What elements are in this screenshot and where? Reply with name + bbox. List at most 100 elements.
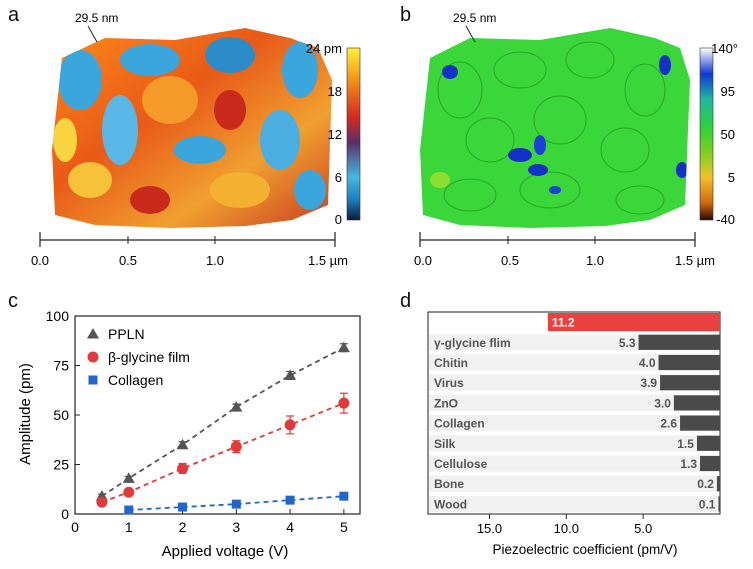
d-value-label: 3.0 — [654, 396, 671, 410]
colorbar-b-tick-3: 5 — [728, 170, 735, 185]
d-bar-item — [680, 415, 720, 431]
d-bar-item — [700, 455, 720, 472]
c-legend-marker-ppln — [87, 328, 99, 339]
d-category-label: Collagen — [434, 417, 485, 431]
d-row-bg — [429, 374, 719, 391]
c-point-glycine — [96, 496, 108, 508]
d-row-bg — [429, 394, 719, 411]
c-point-collagen — [285, 495, 295, 505]
c-point-glycine — [284, 419, 296, 431]
x-tick-b-0: 0.0 — [414, 253, 432, 268]
c-point-collagen — [231, 499, 241, 509]
d-category-label: Bone — [434, 477, 464, 491]
d-category-label: γ-glycine flim — [434, 336, 511, 350]
c-point-glycine — [177, 462, 189, 474]
c-point-ppln — [337, 341, 350, 353]
panel-a-afm-amplitude: 29.5 nm 24 pm 18 12 6 0 0.0 0.5 1.0 1.5 … — [31, 11, 361, 268]
colorbar-b-tick-4: -40 — [716, 212, 735, 227]
c-point-ppln — [176, 438, 189, 450]
c-point-glycine — [123, 486, 135, 498]
colorbar-b-tick-2: 50 — [721, 127, 735, 142]
c-point-glycine — [338, 397, 350, 409]
height-marker-line-a — [87, 25, 98, 43]
c-plot-frame — [74, 315, 361, 515]
panel-c-amplitude-chart: Amplitude (pm) Applied voltage (V) 0 25 50… — [17, 308, 361, 560]
colorbar-b-tick-1: 95 — [721, 84, 735, 99]
colorbar-a-tick-3: 6 — [335, 170, 342, 185]
height-marker-line-b — [465, 25, 476, 43]
d-value-label: 4.0 — [639, 356, 656, 370]
d-value-label: 2.6 — [660, 417, 677, 431]
height-label-b: 29.5 nm — [453, 11, 496, 25]
colorbar-a-tick-4: 0 — [335, 212, 342, 227]
d-value-label: 11.2 — [552, 316, 575, 330]
panel-b-letter: b — [400, 4, 412, 26]
c-ylabel: Amplitude (pm) — [17, 363, 34, 465]
d-xtick-label: 15.0 — [477, 521, 502, 536]
c-xlabel: Applied voltage (V) — [162, 543, 289, 560]
c-series-line-glycine — [101, 402, 345, 503]
c-legend-label-collagen: Collagen — [108, 372, 163, 388]
d-value-label: 3.9 — [640, 376, 657, 390]
c-ytick-label: 50 — [53, 407, 69, 423]
c-legend-marker-glycine — [87, 351, 99, 363]
d-value-label: 5.3 — [619, 336, 636, 350]
c-series-line-ppln — [101, 346, 345, 497]
d-category-label: Chitin — [434, 356, 468, 370]
d-xtick-label: 5.0 — [634, 521, 652, 536]
x-axis-a — [39, 232, 336, 247]
c-point-ppln — [230, 401, 243, 412]
c-ytick-label: 100 — [46, 308, 70, 324]
d-value-label: 0.2 — [697, 477, 714, 491]
colorbar-a-tick-2: 12 — [328, 127, 342, 142]
c-ytick-label: 25 — [53, 457, 69, 473]
d-bar-item — [638, 334, 720, 350]
d-row-bg — [429, 435, 719, 452]
c-point-ppln — [122, 472, 135, 483]
d-category-label: ZnO — [434, 396, 458, 410]
x-tick-a-0: 0.0 — [31, 253, 49, 268]
colorbar-b-tick-0: 140° — [711, 41, 738, 56]
colorbar-b — [699, 47, 714, 221]
panel-b-afm-phase: 29.5 nm 140° 95 50 5 -40 0.0 0.5 1.0 1.5… — [414, 11, 738, 268]
x-tick-a-3: 1.5 µm — [308, 253, 348, 268]
panel-a-letter: a — [8, 4, 20, 26]
c-point-collagen — [178, 502, 188, 512]
d-bar-item — [716, 476, 720, 492]
d-category-label: Silk — [434, 437, 456, 451]
panel-d-letter: d — [400, 290, 412, 312]
c-point-glycine — [230, 441, 242, 453]
c-point-collagen — [339, 491, 349, 501]
d-bar-item — [696, 435, 720, 451]
c-ytick-label: 0 — [61, 506, 69, 522]
c-point-collagen — [124, 505, 134, 515]
d-row-bg — [429, 495, 719, 512]
d-row-bg — [429, 475, 719, 492]
d-value-label: 0.1 — [699, 497, 716, 511]
d-category-label: Cellulose — [434, 457, 488, 471]
d-category-label: β-glycine film — [434, 316, 511, 330]
panel-d-piezo-chart: Piezoelectric coefficient (pm/V) β-glyci… — [427, 311, 721, 557]
d-category-label: Virus — [434, 376, 464, 390]
d-value-label: 1.3 — [680, 457, 697, 471]
x-tick-b-2: 1.0 — [586, 253, 604, 268]
d-bar-item — [673, 395, 720, 411]
c-ytick-label: 75 — [53, 358, 69, 374]
afm-surface-b — [420, 28, 690, 228]
d-row-bg — [429, 455, 719, 472]
c-xtick-label: 5 — [340, 519, 348, 535]
panel-c-letter: c — [8, 290, 18, 312]
d-category-label: Wood — [434, 497, 467, 511]
d-value-label: 1.5 — [677, 437, 694, 451]
c-legend-label-glycine: β-glycine film — [108, 349, 190, 365]
colorbar-a — [346, 47, 361, 221]
x-tick-b-3: 1.5 µm — [675, 253, 715, 268]
d-xtick-label: 10.0 — [554, 521, 579, 536]
height-label-a: 29.5 nm — [75, 11, 118, 25]
colorbar-a-tick-0: 24 pm — [306, 41, 342, 56]
d-bar-beta-glycine — [547, 313, 720, 332]
d-bar-item — [660, 375, 720, 391]
c-legend-label-ppln: PPLN — [108, 326, 145, 342]
afm-surface-a — [52, 28, 332, 228]
d-bar-item — [658, 354, 720, 371]
